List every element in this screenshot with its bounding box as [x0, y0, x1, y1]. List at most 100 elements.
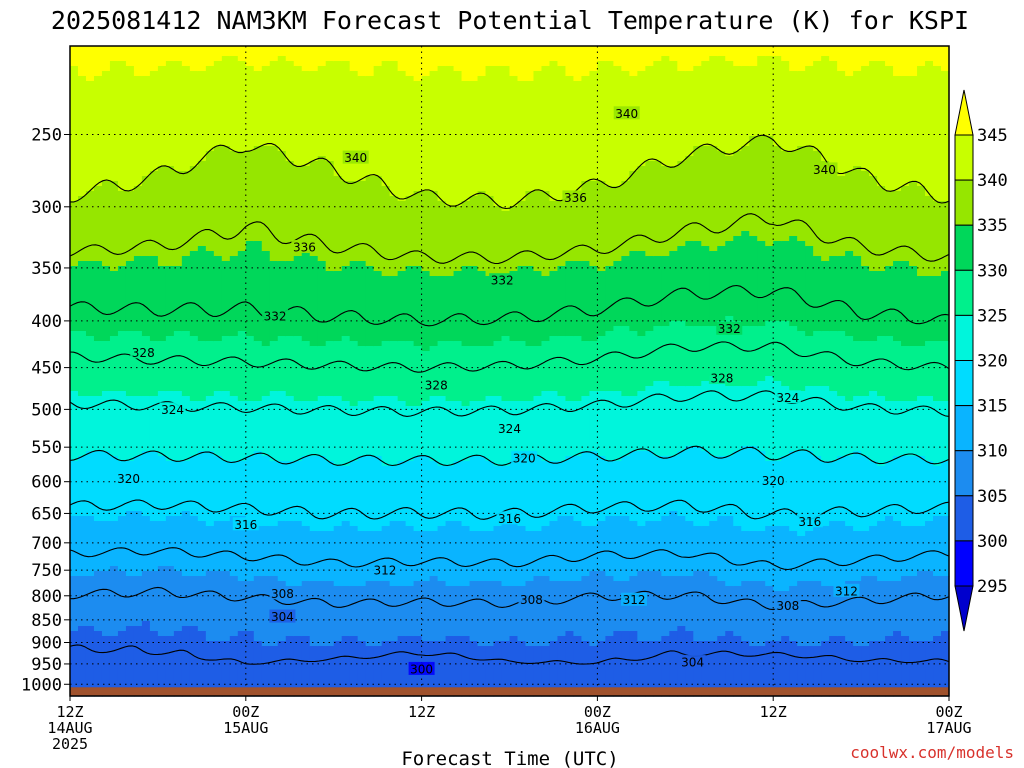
field-cell	[485, 396, 495, 462]
field-cell	[413, 81, 423, 192]
field-cell	[445, 636, 455, 697]
field-cell	[605, 391, 614, 462]
field-cell	[741, 531, 750, 582]
field-cell	[509, 636, 519, 697]
field-cell	[77, 46, 87, 77]
field-cell	[541, 461, 551, 527]
field-cell	[877, 186, 886, 272]
field-cell	[117, 516, 127, 572]
field-cell	[477, 581, 487, 647]
field-cell	[77, 576, 87, 627]
field-cell	[917, 346, 926, 397]
field-cell	[245, 66, 255, 152]
field-cell	[165, 391, 175, 462]
field-cell	[925, 461, 934, 522]
contour-label-bg	[613, 106, 640, 120]
field-cell	[853, 46, 862, 72]
field-cell	[549, 271, 559, 337]
field-cell	[101, 71, 111, 182]
field-cell	[413, 46, 423, 82]
field-cell	[85, 261, 95, 337]
field-cell	[901, 526, 910, 577]
field-cell	[165, 46, 175, 62]
field-cell	[197, 161, 207, 247]
field-cell	[813, 151, 822, 257]
field-cell	[501, 641, 511, 697]
field-cell	[693, 526, 702, 572]
field-cell	[525, 646, 535, 697]
field-cell	[637, 336, 646, 392]
field-cell	[541, 526, 551, 577]
grid-lines	[69, 46, 950, 696]
field-cell	[461, 406, 471, 462]
field-cell	[381, 581, 391, 642]
field-cell	[213, 571, 223, 642]
field-cell	[141, 76, 151, 177]
field-cell	[293, 586, 303, 637]
field-cell	[565, 46, 575, 77]
field-cell	[181, 46, 191, 67]
field-cell	[205, 251, 215, 342]
field-cell	[213, 46, 223, 62]
field-cell	[325, 161, 335, 272]
field-cell	[373, 346, 383, 397]
field-cell	[229, 461, 239, 517]
field-cell	[557, 396, 567, 462]
field-cell	[765, 526, 774, 587]
field-cell	[645, 66, 654, 162]
contour-label-text: 312	[374, 564, 397, 578]
field-cell	[941, 271, 950, 342]
field-cell	[213, 521, 223, 572]
field-cell	[477, 271, 487, 347]
field-cell	[901, 456, 910, 527]
field-cell	[781, 46, 790, 62]
field-cell	[453, 271, 463, 342]
contour-label-320: 320	[511, 450, 538, 465]
y-tick-label: 350	[31, 259, 62, 279]
field-cell	[613, 631, 622, 697]
field-cell	[221, 46, 231, 57]
field-cell	[405, 76, 415, 197]
field-cell	[117, 61, 127, 192]
field-cell	[141, 336, 151, 397]
field-cell	[781, 456, 790, 527]
field-cell	[77, 456, 87, 517]
field-cell	[533, 346, 543, 397]
field-cell	[501, 586, 511, 642]
field-cell	[413, 456, 423, 532]
field-cell	[877, 396, 886, 467]
field-cell	[349, 586, 359, 637]
field-cell	[221, 391, 231, 462]
field-cell	[685, 326, 694, 387]
field-cell	[269, 526, 279, 577]
field-cell	[789, 586, 798, 642]
field-cell	[197, 46, 207, 72]
field-cell	[909, 526, 918, 577]
field-cell	[693, 46, 702, 67]
field-cell	[941, 401, 950, 462]
field-cell	[70, 461, 79, 517]
field-cell	[797, 71, 806, 147]
contour-label-332: 332	[716, 321, 743, 336]
field-cell	[589, 391, 598, 452]
field-cell	[845, 581, 854, 642]
field-cell	[533, 646, 543, 697]
field-cell	[853, 646, 862, 697]
field-cell	[821, 386, 830, 462]
colorbar-label: 335	[977, 216, 1008, 236]
field-cell	[805, 336, 814, 387]
field-cell	[237, 631, 247, 697]
field-cell	[709, 326, 718, 377]
field-cell	[101, 266, 111, 342]
field-cell	[861, 531, 870, 577]
contour-label-bg	[796, 514, 823, 528]
field-cell	[357, 401, 367, 457]
field-cell	[765, 56, 774, 137]
field-cell	[541, 276, 551, 342]
field-cell	[925, 341, 934, 397]
colorbar-swatch	[954, 450, 974, 497]
field-cell	[845, 171, 854, 252]
field-cell	[533, 396, 543, 457]
field-cell	[333, 341, 343, 397]
field-cell	[861, 171, 870, 267]
